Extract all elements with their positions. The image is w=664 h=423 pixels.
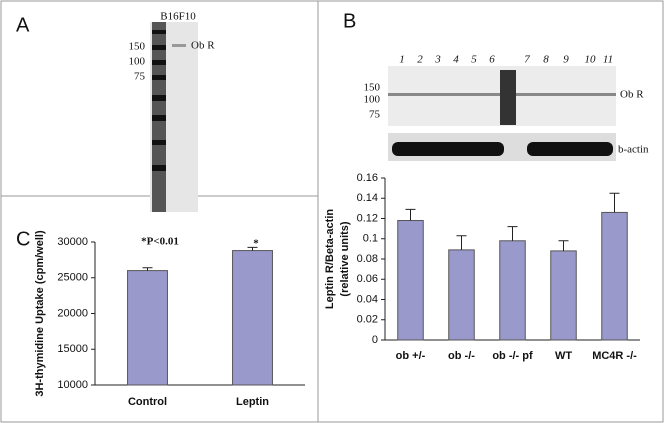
lane-number: 11 (603, 54, 613, 66)
marker: 75 (134, 71, 146, 83)
panel-label: A (16, 14, 30, 36)
band-label: Ob R (620, 89, 644, 101)
lane-number: 5 (471, 54, 477, 66)
x-tick-label: ob -/- pf (492, 350, 533, 362)
y-tick-label: 0.08 (357, 253, 378, 265)
y-tick-label: 25000 (57, 272, 88, 284)
lane-number: 4 (453, 54, 459, 66)
lane-number: 8 (543, 54, 549, 66)
y-tick-label: 0.06 (357, 273, 378, 285)
y-tick-label: 10000 (57, 379, 88, 391)
y-tick-label: 15000 (57, 343, 88, 355)
panel-label: B (343, 10, 356, 32)
y-tick-label: 0.02 (357, 314, 378, 326)
error-bar (247, 246, 258, 251)
band (172, 44, 186, 47)
annotation: *P<0.01 (141, 236, 179, 248)
x-tick-label: ob +/- (396, 350, 426, 362)
marker: 100 (364, 94, 381, 106)
y-tick-label: 0 (372, 334, 378, 346)
error-bar (558, 240, 569, 251)
bar (499, 240, 526, 341)
ladder-bands (152, 30, 166, 171)
lane-number: 9 (563, 54, 569, 66)
x-tick-label: WT (555, 350, 572, 362)
y-axis-label: (relative units) (339, 221, 351, 297)
x-tick-label: Leptin (236, 396, 269, 408)
error-bar (142, 267, 153, 271)
error-bar (456, 235, 467, 250)
band (392, 142, 504, 156)
bar (550, 250, 577, 341)
y-tick-label: 0.16 (357, 172, 378, 184)
y-tick-label: 0.04 (357, 293, 378, 305)
bar (448, 249, 475, 341)
lane-number: 7 (524, 54, 530, 66)
lane-number: 3 (434, 54, 441, 66)
marker: 75 (369, 109, 381, 121)
x-tick-label: ob -/- (448, 350, 475, 362)
bar (397, 220, 424, 341)
lane-number: 6 (489, 54, 495, 66)
y-tick-label: 20000 (57, 307, 88, 319)
y-axis-label: 3H-thymidine Uptake (cpm/well) (34, 230, 46, 397)
ladder-lane (500, 70, 516, 125)
lane-number: 10 (585, 54, 597, 66)
band-label: b-actin (618, 144, 649, 156)
annotation: * (253, 238, 259, 250)
marker: 150 (129, 41, 146, 53)
y-tick-label: 0.14 (357, 192, 378, 204)
y-tick-label: 0.12 (357, 212, 378, 224)
band (527, 142, 613, 156)
y-tick-label: 30000 (57, 236, 88, 248)
marker: 150 (364, 82, 381, 94)
band-label: Ob R (191, 40, 215, 52)
marker: 100 (129, 56, 146, 68)
x-tick-label: MC4R -/- (592, 350, 637, 362)
lane-number: 2 (417, 54, 423, 66)
lane-number: 1 (399, 54, 405, 66)
panel-label: C (16, 228, 30, 250)
bar (232, 250, 273, 386)
bar (127, 270, 168, 386)
y-axis-label: Leptin R/Beta-actin (324, 209, 336, 310)
error-bar (507, 226, 518, 241)
cell-line: B16F10 (160, 11, 196, 23)
error-bar (609, 192, 620, 213)
error-bar (405, 208, 416, 221)
x-tick-label: Control (128, 396, 167, 408)
bar (601, 211, 628, 341)
y-tick-label: 0.1 (363, 233, 378, 245)
